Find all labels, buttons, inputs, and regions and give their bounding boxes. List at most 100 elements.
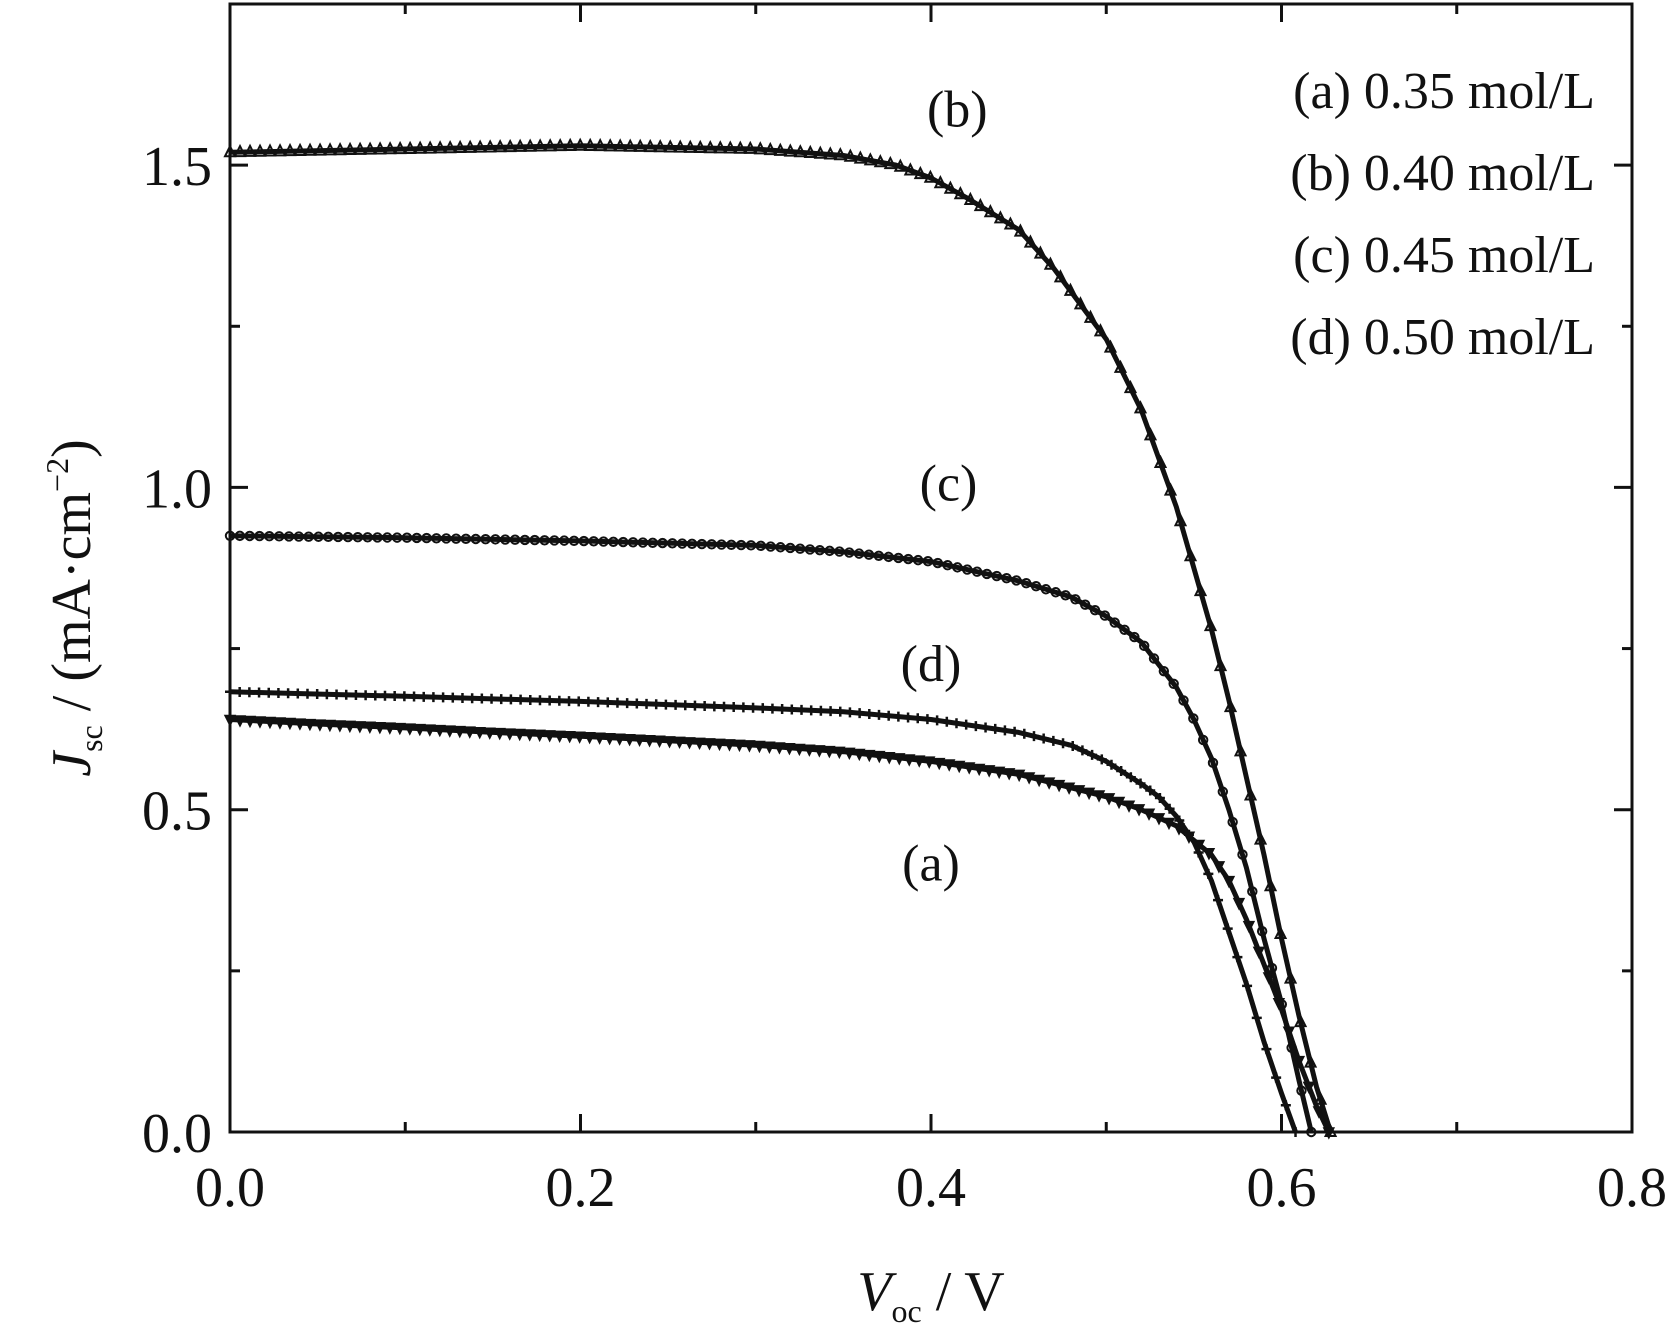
marker-down-triangle bbox=[343, 720, 357, 734]
marker-triangle bbox=[1323, 1123, 1338, 1137]
marker-down-triangle bbox=[893, 753, 906, 766]
marker-circle bbox=[588, 536, 599, 547]
marker-down-triangle bbox=[663, 736, 676, 749]
marker-plus bbox=[525, 694, 536, 705]
marker-down-triangle bbox=[453, 725, 466, 739]
marker-plus bbox=[1271, 1072, 1282, 1083]
marker-circle bbox=[952, 562, 963, 573]
y-axis-unit: / (mA·cm bbox=[41, 492, 103, 725]
marker-circle bbox=[578, 535, 590, 547]
marker-circle bbox=[450, 533, 462, 544]
marker-triangle bbox=[593, 137, 607, 152]
marker-down-triangle bbox=[493, 727, 506, 741]
marker-circle bbox=[470, 533, 481, 545]
marker-plus bbox=[699, 700, 710, 711]
marker-circle bbox=[676, 538, 688, 549]
marker-down-triangle bbox=[413, 723, 427, 737]
marker-down-triangle bbox=[573, 731, 586, 744]
marker-circle bbox=[1080, 599, 1091, 610]
marker-triangle bbox=[893, 158, 907, 172]
marker-circle bbox=[382, 532, 393, 543]
marker-plus bbox=[1087, 749, 1098, 760]
marker-plus bbox=[738, 702, 749, 713]
marker-plus bbox=[757, 703, 768, 714]
marker-triangle bbox=[463, 139, 477, 153]
marker-triangle bbox=[543, 138, 557, 152]
marker-circle bbox=[726, 539, 737, 551]
marker-circle bbox=[873, 550, 884, 561]
marker-plus bbox=[225, 686, 235, 697]
marker-circle bbox=[273, 531, 285, 542]
marker-circle bbox=[1040, 584, 1052, 595]
marker-circle bbox=[962, 564, 973, 575]
marker-triangle bbox=[1213, 657, 1228, 672]
marker-circle bbox=[1306, 1126, 1317, 1138]
curve-c bbox=[224, 530, 1317, 1138]
marker-triangle bbox=[643, 138, 657, 153]
marker-down-triangle bbox=[1062, 782, 1076, 795]
marker-circle bbox=[539, 535, 550, 546]
marker-down-triangle bbox=[593, 732, 606, 745]
marker-circle bbox=[264, 531, 275, 542]
marker-plus bbox=[932, 715, 943, 726]
marker-triangle bbox=[703, 139, 717, 154]
marker-triangle bbox=[1183, 547, 1198, 562]
marker-down-triangle bbox=[853, 748, 866, 762]
marker-circle bbox=[971, 566, 983, 577]
marker-down-triangle bbox=[1032, 774, 1046, 788]
marker-triangle bbox=[383, 141, 397, 155]
marker-circle bbox=[254, 530, 265, 542]
marker-down-triangle bbox=[1042, 777, 1056, 790]
marker-plus bbox=[1174, 815, 1185, 826]
marker-down-triangle bbox=[783, 742, 796, 756]
marker-triangle bbox=[753, 141, 767, 155]
marker-circle bbox=[1099, 610, 1111, 621]
marker-plus bbox=[864, 709, 875, 720]
marker-circle bbox=[1227, 816, 1238, 828]
curve-label-a: (a) bbox=[902, 836, 960, 893]
marker-triangle bbox=[1093, 323, 1108, 337]
marker-triangle bbox=[293, 142, 307, 156]
marker-circle bbox=[559, 535, 570, 546]
marker-plus bbox=[505, 694, 516, 705]
marker-circle bbox=[490, 534, 501, 545]
marker-plus bbox=[1164, 803, 1175, 814]
marker-circle bbox=[529, 534, 540, 546]
marker-plus bbox=[302, 688, 313, 699]
marker-plus bbox=[312, 689, 323, 700]
y-axis-sub: sc bbox=[73, 725, 109, 752]
marker-circle bbox=[667, 538, 678, 549]
marker-circle bbox=[323, 531, 334, 543]
marker-circle bbox=[804, 544, 816, 555]
marker-down-triangle bbox=[743, 740, 756, 753]
marker-triangle bbox=[943, 180, 957, 194]
marker-plus bbox=[651, 699, 662, 710]
marker-triangle bbox=[1223, 698, 1238, 713]
marker-down-triangle bbox=[1072, 785, 1086, 798]
marker-circle bbox=[785, 542, 796, 554]
marker-triangle bbox=[633, 138, 647, 152]
marker-triangle bbox=[1123, 379, 1138, 394]
marker-plus bbox=[660, 699, 671, 710]
marker-plus bbox=[341, 689, 352, 700]
marker-down-triangle bbox=[1012, 769, 1026, 783]
marker-circle bbox=[627, 537, 639, 548]
marker-circle bbox=[1050, 587, 1061, 598]
marker-plus bbox=[806, 705, 817, 716]
marker-circle bbox=[981, 568, 993, 580]
marker-plus bbox=[583, 696, 594, 707]
marker-triangle bbox=[563, 137, 577, 151]
marker-triangle bbox=[953, 186, 967, 200]
y-axis-var: J bbox=[41, 749, 103, 777]
marker-down-triangle bbox=[553, 730, 566, 743]
y-tick-label: 1.0 bbox=[142, 458, 212, 520]
marker-plus bbox=[370, 690, 381, 701]
marker-plus bbox=[689, 700, 700, 711]
marker-triangle bbox=[803, 144, 817, 159]
marker-plus bbox=[438, 692, 449, 703]
marker-circle bbox=[637, 537, 649, 548]
marker-down-triangle bbox=[733, 739, 746, 753]
marker-circle bbox=[1266, 962, 1278, 974]
marker-down-triangle bbox=[943, 759, 956, 772]
marker-triangle bbox=[243, 143, 257, 157]
